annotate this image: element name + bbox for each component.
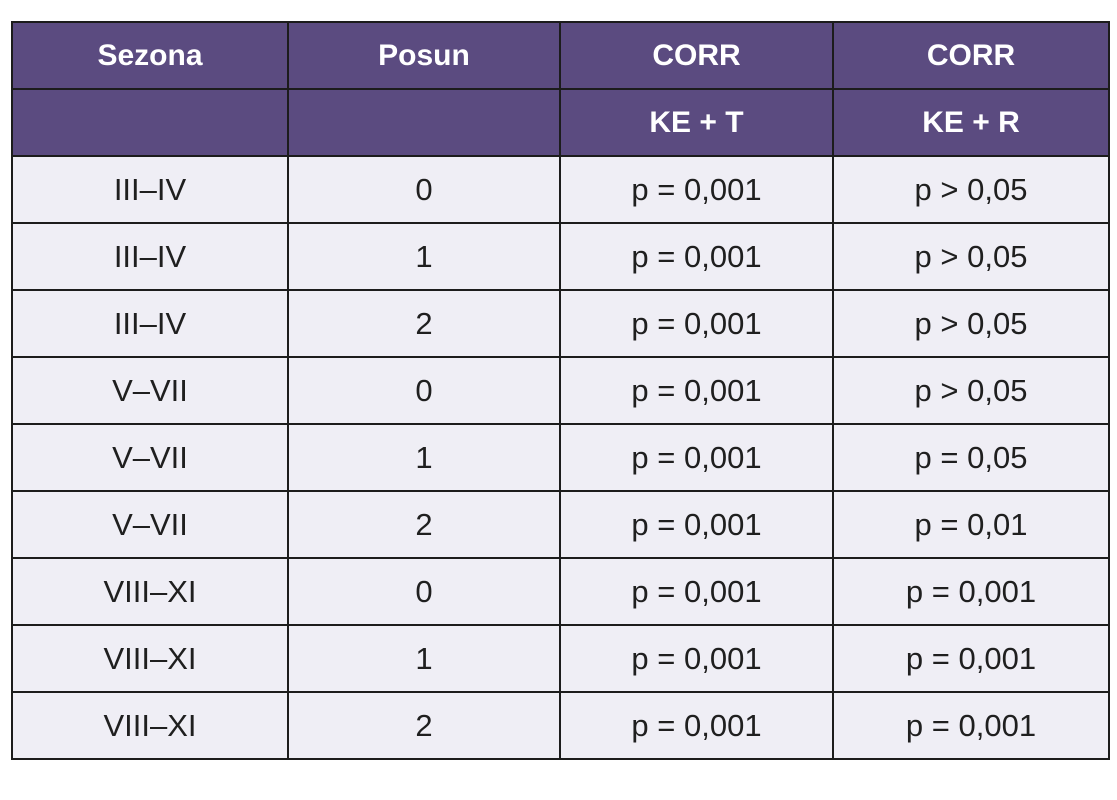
cell-sezona: V–VII (11, 423, 289, 492)
cell-corr-ke-t: p = 0,001 (559, 624, 834, 693)
cell-posun: 2 (287, 490, 561, 559)
table-row: V–VII 0 p = 0,001 p > 0,05 (11, 356, 1110, 425)
cell-posun: 0 (287, 557, 561, 626)
table-row: VIII–XI 0 p = 0,001 p = 0,001 (11, 557, 1110, 626)
table-row: III–IV 1 p = 0,001 p > 0,05 (11, 222, 1110, 291)
header-subcell-empty-1 (11, 88, 289, 157)
header-subcell-ke-t: KE + T (559, 88, 834, 157)
cell-sezona: V–VII (11, 356, 289, 425)
table-row: VIII–XI 2 p = 0,001 p = 0,001 (11, 691, 1110, 760)
cell-posun: 0 (287, 155, 561, 224)
cell-sezona: III–IV (11, 289, 289, 358)
correlation-table-container: Sezona Posun CORR CORR KE + T KE + R III… (11, 21, 1110, 760)
header-row-2: KE + T KE + R (11, 88, 1110, 157)
header-row-1: Sezona Posun CORR CORR (11, 21, 1110, 90)
cell-corr-ke-t: p = 0,001 (559, 557, 834, 626)
cell-corr-ke-r: p = 0,05 (832, 423, 1110, 492)
cell-corr-ke-r: p = 0,01 (832, 490, 1110, 559)
table-row: III–IV 2 p = 0,001 p > 0,05 (11, 289, 1110, 358)
correlation-table: Sezona Posun CORR CORR KE + T KE + R III… (11, 21, 1110, 760)
header-cell-corr-2: CORR (832, 21, 1110, 90)
cell-posun: 0 (287, 356, 561, 425)
cell-corr-ke-t: p = 0,001 (559, 289, 834, 358)
cell-corr-ke-r: p > 0,05 (832, 356, 1110, 425)
table-body: III–IV 0 p = 0,001 p > 0,05 III–IV 1 p =… (11, 155, 1110, 760)
cell-corr-ke-t: p = 0,001 (559, 356, 834, 425)
table-row: III–IV 0 p = 0,001 p > 0,05 (11, 155, 1110, 224)
cell-corr-ke-r: p > 0,05 (832, 155, 1110, 224)
cell-posun: 1 (287, 222, 561, 291)
cell-corr-ke-t: p = 0,001 (559, 423, 834, 492)
cell-sezona: VIII–XI (11, 557, 289, 626)
table-header: Sezona Posun CORR CORR KE + T KE + R (11, 21, 1110, 157)
cell-sezona: V–VII (11, 490, 289, 559)
cell-corr-ke-r: p = 0,001 (832, 557, 1110, 626)
table-row: VIII–XI 1 p = 0,001 p = 0,001 (11, 624, 1110, 693)
header-subcell-empty-2 (287, 88, 561, 157)
header-cell-posun: Posun (287, 21, 561, 90)
table-row: V–VII 2 p = 0,001 p = 0,01 (11, 490, 1110, 559)
cell-corr-ke-t: p = 0,001 (559, 155, 834, 224)
cell-sezona: VIII–XI (11, 624, 289, 693)
cell-sezona: III–IV (11, 155, 289, 224)
table-row: V–VII 1 p = 0,001 p = 0,05 (11, 423, 1110, 492)
cell-corr-ke-r: p > 0,05 (832, 289, 1110, 358)
cell-corr-ke-r: p = 0,001 (832, 624, 1110, 693)
cell-corr-ke-t: p = 0,001 (559, 490, 834, 559)
cell-corr-ke-t: p = 0,001 (559, 691, 834, 760)
cell-corr-ke-r: p > 0,05 (832, 222, 1110, 291)
cell-posun: 1 (287, 624, 561, 693)
cell-posun: 2 (287, 289, 561, 358)
cell-sezona: III–IV (11, 222, 289, 291)
header-cell-corr-1: CORR (559, 21, 834, 90)
cell-posun: 1 (287, 423, 561, 492)
cell-posun: 2 (287, 691, 561, 760)
cell-corr-ke-r: p = 0,001 (832, 691, 1110, 760)
header-subcell-ke-r: KE + R (832, 88, 1110, 157)
cell-corr-ke-t: p = 0,001 (559, 222, 834, 291)
header-cell-sezona: Sezona (11, 21, 289, 90)
cell-sezona: VIII–XI (11, 691, 289, 760)
